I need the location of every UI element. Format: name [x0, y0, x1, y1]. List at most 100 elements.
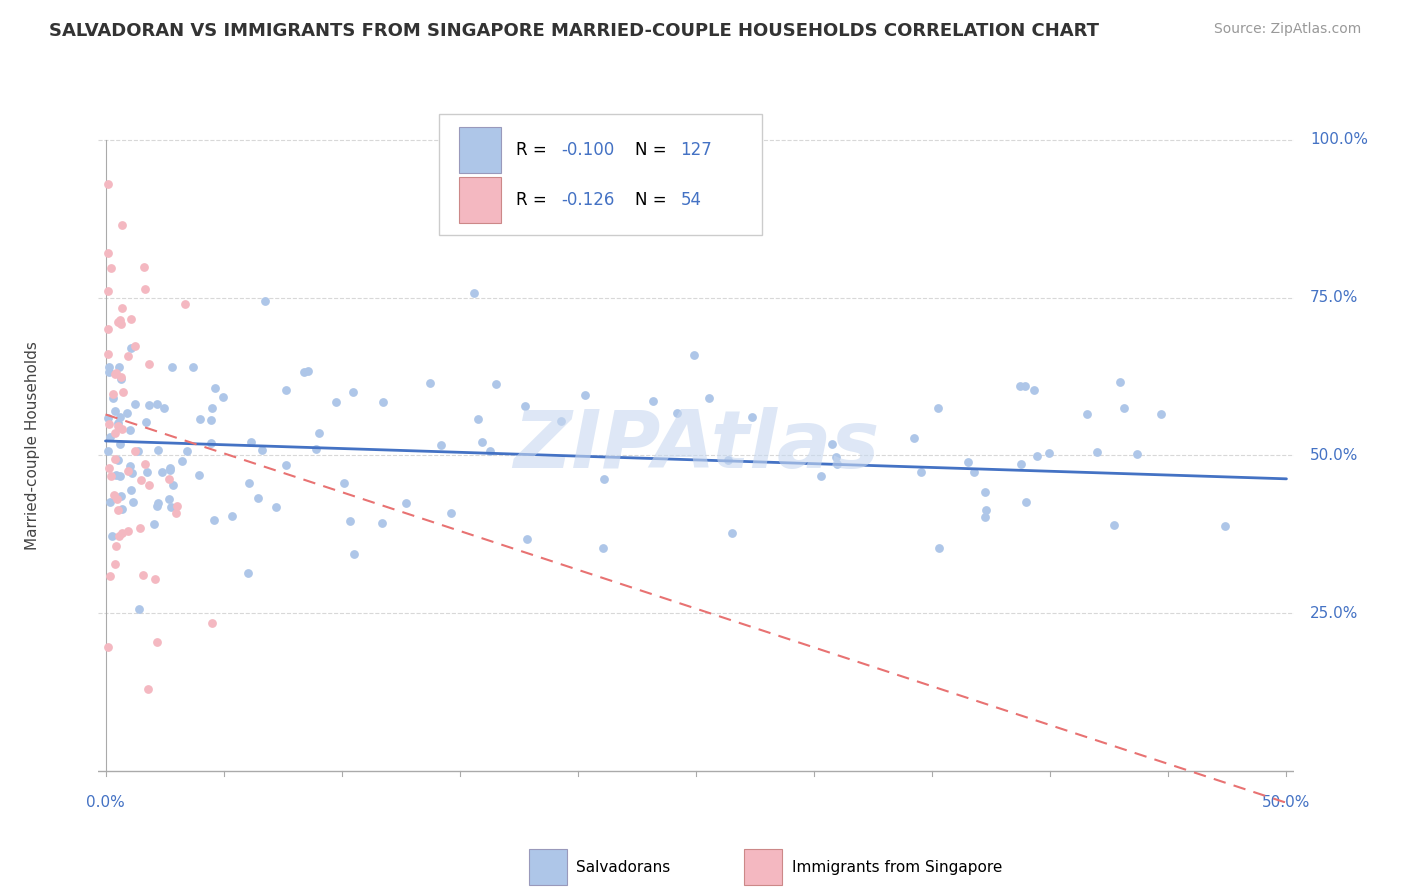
Point: [98, 569, 121, 583]
Point: [135, 415, 157, 429]
Point: [105, 492, 128, 507]
Point: [104, 451, 127, 466]
Point: [419, 376, 441, 390]
Text: -0.100: -0.100: [561, 141, 614, 159]
Point: [471, 435, 494, 450]
Point: [250, 442, 273, 457]
Point: [98, 460, 121, 475]
Point: [297, 364, 319, 378]
Point: [204, 513, 226, 527]
Point: [134, 260, 156, 275]
Text: SALVADORAN VS IMMIGRANTS FROM SINGAPORE MARRIED-COUPLE HOUSEHOLDS CORRELATION CH: SALVADORAN VS IMMIGRANTS FROM SINGAPORE …: [49, 22, 1099, 40]
Text: Immigrants from Singapore: Immigrants from Singapore: [792, 860, 1002, 874]
Point: [108, 409, 131, 424]
Text: 54: 54: [681, 191, 702, 209]
Bar: [460, 177, 501, 223]
Point: [467, 411, 489, 425]
Point: [717, 453, 740, 467]
Point: [371, 395, 394, 409]
Point: [97, 177, 120, 191]
Text: 75.0%: 75.0%: [1310, 290, 1358, 305]
Point: [157, 472, 180, 486]
Point: [201, 616, 224, 631]
Point: [107, 503, 129, 517]
Point: [138, 398, 160, 412]
Point: [117, 464, 139, 478]
Point: [120, 341, 142, 355]
Point: [128, 602, 150, 616]
Point: [176, 443, 198, 458]
Text: R =: R =: [516, 141, 551, 159]
Point: [134, 457, 156, 471]
Text: 25.0%: 25.0%: [1310, 606, 1358, 621]
Point: [117, 524, 139, 538]
Point: [124, 443, 146, 458]
Point: [254, 293, 277, 308]
Point: [200, 413, 222, 427]
FancyBboxPatch shape: [439, 114, 762, 235]
Point: [246, 491, 269, 506]
Point: [108, 529, 131, 543]
Point: [592, 541, 614, 555]
Point: [159, 463, 181, 477]
Point: [720, 526, 742, 541]
Point: [138, 357, 160, 371]
Point: [110, 318, 132, 332]
Point: [305, 442, 328, 456]
Point: [463, 285, 485, 300]
Point: [395, 496, 418, 510]
Point: [145, 397, 167, 411]
Bar: [744, 849, 782, 885]
Point: [146, 496, 169, 510]
Point: [821, 437, 844, 451]
Point: [1038, 445, 1060, 459]
Point: [201, 401, 224, 415]
Text: N =: N =: [636, 191, 672, 209]
Point: [107, 453, 129, 467]
Point: [165, 506, 187, 520]
Point: [134, 282, 156, 296]
Point: [221, 508, 243, 523]
Point: [111, 502, 134, 516]
Point: [110, 301, 132, 316]
Point: [181, 360, 204, 375]
Point: [105, 468, 128, 483]
Text: ZIPAtlas: ZIPAtlas: [513, 407, 879, 485]
Point: [107, 418, 129, 433]
Point: [1112, 401, 1135, 416]
Point: [153, 401, 176, 416]
Point: [97, 347, 120, 361]
Point: [643, 393, 665, 408]
Point: [238, 475, 260, 490]
Point: [121, 467, 143, 481]
Text: 50.0%: 50.0%: [1263, 796, 1310, 810]
Text: 0.0%: 0.0%: [86, 796, 125, 810]
Point: [97, 640, 120, 654]
Point: [108, 468, 131, 483]
Point: [100, 260, 122, 275]
Point: [110, 489, 132, 503]
Text: Source: ZipAtlas.com: Source: ZipAtlas.com: [1213, 22, 1361, 37]
Point: [956, 455, 979, 469]
Point: [188, 412, 211, 426]
Point: [103, 488, 125, 502]
Point: [174, 297, 197, 311]
Point: [150, 465, 173, 479]
Point: [236, 566, 259, 580]
Point: [159, 461, 181, 475]
Point: [333, 476, 356, 491]
Point: [962, 465, 984, 479]
Point: [148, 443, 170, 458]
Point: [172, 453, 194, 467]
Point: [105, 366, 128, 380]
Point: [699, 391, 721, 405]
Point: [97, 322, 120, 336]
Point: [97, 417, 120, 431]
Point: [124, 397, 146, 411]
Point: [111, 385, 134, 400]
Point: [107, 416, 129, 430]
Point: [276, 458, 298, 472]
Point: [343, 547, 366, 561]
Point: [430, 438, 453, 452]
Point: [110, 369, 132, 384]
